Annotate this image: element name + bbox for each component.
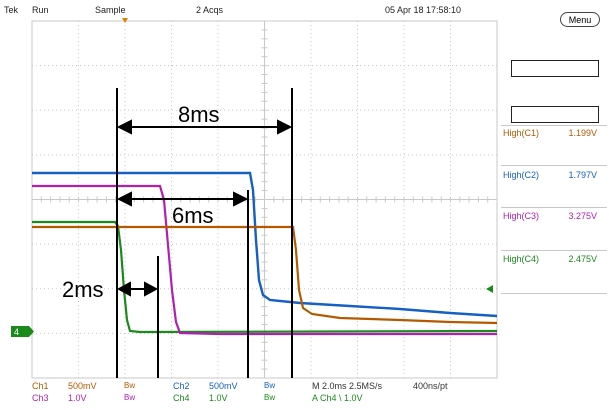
graticule: [31, 20, 498, 379]
ch1-trace: [32, 225, 498, 325]
run-state: Run: [32, 5, 49, 15]
ch1-scale: 500mV: [68, 381, 97, 391]
label-8ms: 8ms: [178, 102, 220, 127]
measurement-c1[interactable]: High(C1) 1.199V: [503, 128, 597, 138]
timebase-readout[interactable]: M 2.0ms 2.5MS/s: [312, 381, 383, 391]
arrowhead: [116, 119, 132, 135]
ch3-trace: [32, 184, 497, 336]
divider: [501, 250, 607, 251]
ch4-ground-arrow-icon: [29, 326, 34, 337]
ch4-bw-icon: Bw: [264, 393, 276, 402]
label-6ms: 6ms: [172, 203, 214, 228]
trigger-level-icon: [486, 285, 493, 293]
ch2-bw-icon: Bw: [264, 381, 276, 390]
ch3-scale: 1.0V: [68, 393, 87, 403]
label-2ms: 2ms: [62, 277, 104, 302]
ch1-bw-icon: Bw: [124, 381, 136, 390]
channel-readout-bar: Ch1 500mV Bw Ch2 500mV Bw M 2.0ms 2.5MS/…: [0, 378, 609, 410]
date-time: 05 Apr 18 17:58:10: [385, 5, 462, 15]
record-length-readout: 400ns/pt: [413, 381, 448, 391]
divider: [501, 165, 607, 166]
trigger-position-icon: [122, 18, 128, 23]
timing-annotations: [116, 88, 293, 378]
divider: [501, 207, 607, 208]
ch4-label[interactable]: Ch4: [173, 393, 190, 403]
arrowhead: [233, 191, 249, 207]
ch4-scale: 1.0V: [209, 393, 228, 403]
ch3-label[interactable]: Ch3: [32, 393, 49, 403]
ch1-label[interactable]: Ch1: [32, 381, 49, 391]
status-bar: Tek Run Sample 2 Acqs 05 Apr 18 17:58:10: [0, 0, 609, 22]
measurement-c3[interactable]: High(C3) 3.275V: [503, 211, 597, 221]
ch4-ground-marker[interactable]: [11, 326, 29, 337]
ch3-bw-icon: Bw: [124, 393, 136, 402]
divider: [501, 293, 607, 294]
measurement-slot-empty-1[interactable]: [511, 60, 599, 77]
acquisition-mode: Sample: [95, 5, 126, 15]
menu-button[interactable]: Menu: [560, 12, 600, 27]
measurement-slot-empty-2[interactable]: [511, 106, 599, 123]
divider: [501, 125, 607, 126]
trigger-readout[interactable]: A Ch4 \ 1.0V: [312, 393, 363, 403]
arrowhead: [116, 281, 131, 297]
acquisition-count: 2 Acqs: [196, 5, 224, 15]
arrowhead: [116, 191, 132, 207]
brand-label: Tek: [4, 5, 19, 15]
ch2-label[interactable]: Ch2: [173, 381, 190, 391]
arrowhead: [277, 119, 293, 135]
ch4-marker-label: 4: [14, 327, 19, 337]
measurement-c2[interactable]: High(C2) 1.797V: [503, 170, 597, 180]
measurement-c4[interactable]: High(C4) 2.475V: [503, 254, 597, 264]
ch2-trace: [32, 171, 498, 318]
ch2-scale: 500mV: [209, 381, 238, 391]
arrowhead: [144, 281, 159, 297]
